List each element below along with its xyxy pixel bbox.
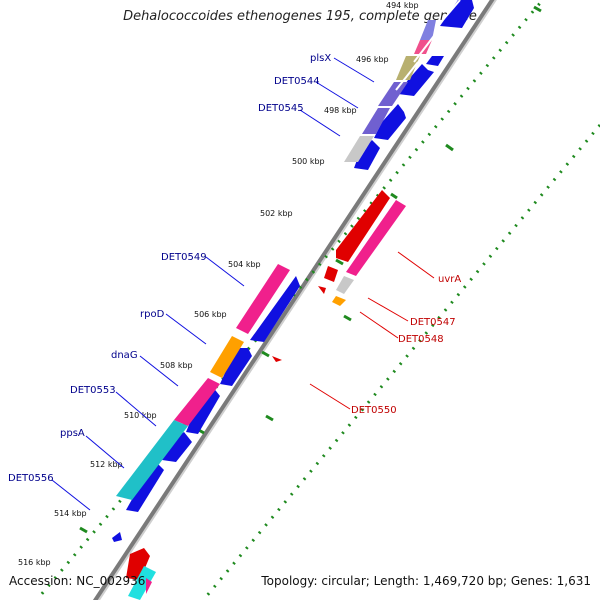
gene-block	[344, 136, 374, 162]
ruler-label: 508 kbp	[160, 361, 193, 370]
cds-arrow	[324, 266, 338, 282]
forward-cds-track	[112, 0, 474, 542]
gene-label: DET0550	[351, 405, 397, 416]
gene-label: DET0545	[258, 103, 304, 114]
cds-arrow	[346, 200, 406, 276]
gene-label: DET0553	[70, 385, 116, 396]
gene-label: DET0549	[161, 252, 207, 263]
gene-block	[116, 420, 188, 500]
gene-block	[378, 82, 408, 106]
cds-arrow	[112, 532, 122, 542]
gene-label: DET0547	[410, 317, 456, 328]
ruler-label: 494 kbp	[386, 1, 419, 10]
ruler-label: 498 kbp	[324, 106, 357, 115]
gene-label: rpoD	[140, 309, 165, 320]
genome-summary-text: Topology: circular; Length: 1,469,720 bp…	[261, 574, 591, 588]
gene-label: ppsA	[60, 428, 85, 439]
gene-label: DET0548	[398, 334, 444, 345]
ruler-major-ticks	[79, 5, 542, 534]
gene-block	[236, 264, 290, 334]
reverse-gene-labels: uvrA DET0547 DET0548 DET0550	[351, 274, 461, 416]
accession-text: Accession: NC_002936	[9, 574, 146, 588]
gene-label: plsX	[310, 53, 331, 64]
cds-arrow	[318, 286, 326, 294]
cds-arrow	[162, 432, 192, 462]
gene-label: DET0544	[274, 76, 320, 87]
cds-arrow	[336, 276, 354, 294]
cds-arrow	[272, 356, 282, 362]
cds-arrow	[374, 104, 406, 140]
ruler-labels: 494 kbp 496 kbp 498 kbp 500 kbp 502 kbp …	[18, 1, 419, 567]
cds-arrow	[354, 140, 380, 170]
cds-arrow	[220, 348, 252, 386]
ruler-label: 502 kbp	[260, 209, 293, 218]
map-title: Dehalococcoides ethenogenes 195, complet…	[123, 9, 477, 24]
gene-label: dnaG	[111, 350, 138, 361]
cds-arrow	[336, 190, 390, 262]
gene-block	[174, 378, 220, 426]
cds-arrow	[250, 276, 300, 342]
forward-leader-lines	[51, 57, 375, 511]
cds-arrow	[146, 578, 152, 594]
cds-arrow	[126, 462, 164, 512]
ruler-label: 510 kbp	[124, 411, 157, 420]
gene-category-track	[116, 20, 436, 500]
cds-arrow	[332, 296, 346, 306]
gene-label: DET0556	[8, 473, 54, 484]
ruler-label: 500 kbp	[292, 157, 325, 166]
cds-arrow	[426, 56, 444, 66]
ruler-label: 514 kbp	[54, 509, 87, 518]
cds-arrow	[186, 386, 220, 434]
ruler-label: 496 kbp	[356, 55, 389, 64]
block-separators	[395, 0, 461, 91]
gene-block	[362, 108, 390, 134]
gene-block	[420, 20, 436, 40]
reverse-cds-track	[126, 190, 406, 600]
outer-tick-track	[38, 0, 545, 597]
forward-gene-labels: plsX DET0544 DET0545 DET0549 rpoD dnaG D…	[8, 53, 331, 484]
cds-arrow	[440, 0, 474, 28]
ruler-label: 506 kbp	[194, 310, 227, 319]
cds-arrow	[128, 566, 156, 600]
ruler-label: 516 kbp	[18, 558, 51, 567]
genome-backbone-highlight	[97, 0, 497, 600]
cds-arrow	[398, 64, 434, 96]
ruler-label: 512 kbp	[90, 460, 123, 469]
reverse-leader-lines	[309, 251, 435, 410]
gene-block	[210, 336, 244, 378]
genome-backbone	[92, 0, 496, 600]
cds-arrow	[126, 548, 150, 580]
gene-label: uvrA	[438, 274, 461, 285]
ruler-label: 504 kbp	[228, 260, 261, 269]
